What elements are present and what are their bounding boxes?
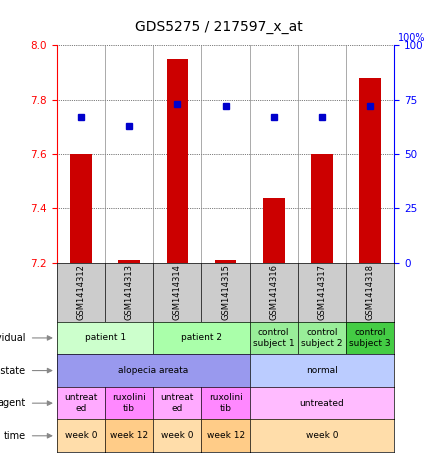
Text: untreat
ed: untreat ed <box>161 394 194 413</box>
Bar <box>166 59 188 263</box>
Text: individual: individual <box>0 333 25 343</box>
Text: 100%: 100% <box>399 33 426 43</box>
Text: week 0: week 0 <box>161 431 194 440</box>
Text: week 12: week 12 <box>110 431 148 440</box>
Text: GSM1414317: GSM1414317 <box>318 264 326 320</box>
Bar <box>70 154 92 263</box>
Text: alopecia areata: alopecia areata <box>118 366 188 375</box>
Text: ruxolini
tib: ruxolini tib <box>208 394 243 413</box>
Text: GSM1414318: GSM1414318 <box>366 264 374 320</box>
Text: patient 2: patient 2 <box>181 333 222 342</box>
Text: untreated: untreated <box>300 399 344 408</box>
Text: GDS5275 / 217597_x_at: GDS5275 / 217597_x_at <box>135 20 303 34</box>
Text: GSM1414314: GSM1414314 <box>173 264 182 320</box>
Text: disease state: disease state <box>0 366 25 376</box>
Text: week 0: week 0 <box>65 431 97 440</box>
Text: ruxolini
tib: ruxolini tib <box>112 394 146 413</box>
Text: GSM1414316: GSM1414316 <box>269 264 278 320</box>
Text: agent: agent <box>0 398 25 408</box>
Text: patient 1: patient 1 <box>85 333 126 342</box>
Text: normal: normal <box>306 366 338 375</box>
Bar <box>118 260 140 263</box>
Text: time: time <box>4 431 25 441</box>
Bar <box>215 260 237 263</box>
Text: control
subject 1: control subject 1 <box>253 328 295 347</box>
Text: GSM1414313: GSM1414313 <box>125 264 134 320</box>
Text: week 0: week 0 <box>306 431 338 440</box>
Text: GSM1414315: GSM1414315 <box>221 264 230 320</box>
Text: GSM1414312: GSM1414312 <box>77 264 85 320</box>
Bar <box>359 78 381 263</box>
Bar <box>311 154 333 263</box>
Text: untreat
ed: untreat ed <box>64 394 98 413</box>
Bar <box>263 198 285 263</box>
Text: week 12: week 12 <box>206 431 245 440</box>
Text: control
subject 3: control subject 3 <box>349 328 391 347</box>
Text: control
subject 2: control subject 2 <box>301 328 343 347</box>
